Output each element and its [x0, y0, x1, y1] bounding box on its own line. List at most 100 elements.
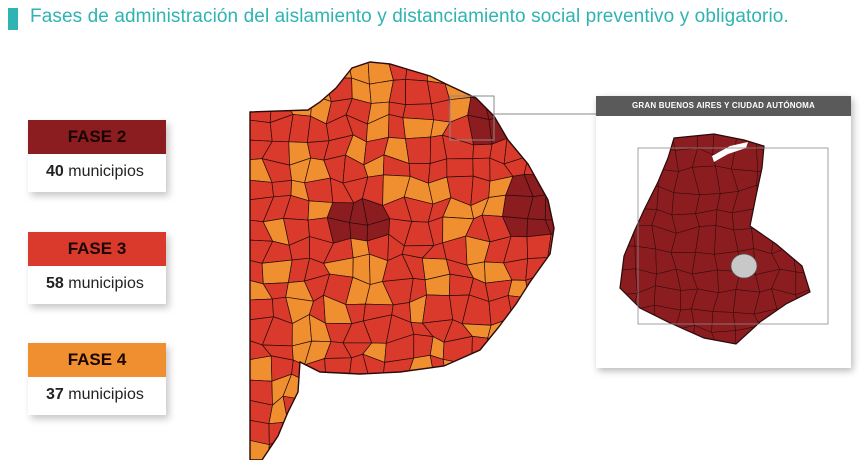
inset-frame — [637, 147, 829, 325]
province-outline — [249, 61, 555, 460]
municipality-region — [472, 417, 490, 439]
municipality-region — [522, 339, 552, 362]
municipality-region — [527, 78, 552, 106]
municipality-region — [503, 357, 531, 384]
municipality-region — [370, 414, 388, 445]
legend-fase-4-count: 37 — [46, 386, 64, 403]
municipality-region — [482, 77, 508, 101]
legend-fase-3: FASE 3 58 municipios — [28, 232, 166, 304]
municipality-region — [430, 99, 451, 123]
municipality-region — [527, 438, 549, 460]
municipality-region — [503, 379, 532, 405]
gba-municipality-region — [756, 184, 775, 208]
gba-municipality-region — [770, 188, 799, 213]
municipality-region — [431, 414, 452, 439]
river-inlet — [712, 142, 748, 162]
municipality-region — [482, 62, 509, 81]
municipality-region — [427, 374, 450, 405]
municipality-region — [528, 416, 553, 441]
municipality-region — [529, 400, 553, 418]
inset-panel: GRAN BUENOS AIRES Y CIUDAD AUTÓNOMA — [596, 96, 851, 368]
municipality-region — [384, 418, 415, 445]
municipality-region — [304, 177, 334, 203]
municipality-region — [469, 403, 490, 423]
gba-municipality-region — [773, 167, 796, 190]
municipality-region — [546, 78, 554, 101]
gba-municipality-region — [791, 245, 810, 275]
municipality-region — [523, 155, 547, 176]
municipality-region — [487, 435, 509, 460]
municipality-region — [343, 374, 373, 401]
municipality-region — [467, 436, 490, 460]
municipality-region — [467, 359, 488, 382]
municipality-region — [407, 437, 433, 460]
municipality-region — [269, 74, 287, 100]
gba-municipality-region — [655, 134, 676, 151]
gba-municipality-region — [797, 211, 810, 227]
gba-municipality-region — [633, 167, 659, 188]
municipality-region — [525, 379, 550, 405]
municipality-region — [483, 403, 512, 424]
municipality-region — [324, 395, 345, 423]
municipality-region — [507, 317, 534, 343]
municipality-region — [305, 415, 327, 441]
municipality-region — [402, 117, 435, 140]
municipality-region — [323, 62, 353, 79]
legend-fase-2-count: 40 — [46, 163, 64, 180]
municipality-region — [506, 62, 530, 83]
municipality-region — [503, 97, 533, 124]
page-title: Fases de administración del aislamiento … — [30, 6, 789, 27]
municipality-region — [287, 435, 309, 460]
municipality-region — [271, 179, 293, 198]
municipality-region — [468, 375, 490, 406]
municipality-region — [525, 357, 550, 381]
municipality-region — [544, 159, 554, 181]
municipality-region — [544, 299, 554, 321]
municipality-region — [472, 143, 493, 159]
legend-fase-4-unit: municipios — [68, 386, 144, 403]
gba-municipality-region — [772, 148, 796, 171]
inset-map — [619, 133, 829, 345]
gba-municipality-region — [620, 208, 633, 234]
municipality-region — [370, 399, 390, 420]
municipality-region — [250, 79, 273, 101]
inset-title: GRAN BUENOS AIRES Y CIUDAD AUTÓNOMA — [596, 96, 851, 116]
municipality-region — [324, 420, 347, 441]
gba-municipality-region — [756, 147, 781, 172]
legend-fase-3-count: 58 — [46, 275, 64, 292]
municipality-region — [525, 142, 548, 166]
municipality-region — [548, 318, 554, 341]
gba-municipality-region — [620, 306, 634, 332]
municipality-region — [548, 339, 554, 362]
title-accent-bar — [8, 8, 18, 30]
legend-fase-3-unit: municipios — [68, 275, 144, 292]
legend-fase-2: FASE 2 40 municipios — [28, 120, 166, 192]
municipality-region — [446, 158, 474, 178]
municipality-region — [267, 62, 289, 86]
municipality-region — [544, 194, 554, 221]
gba-municipality-region — [771, 226, 800, 255]
gba-municipality-region — [631, 134, 661, 150]
legend-fase-2-unit: municipios — [68, 163, 144, 180]
gba-municipality-region — [620, 167, 636, 190]
gba-municipality-region — [792, 169, 810, 193]
municipality-region — [282, 395, 307, 423]
gba-municipality-region — [620, 268, 638, 296]
municipality-region — [325, 439, 349, 460]
municipality-region — [484, 375, 509, 405]
municipality-region — [526, 233, 552, 259]
legend-fase-4: FASE 4 37 municipios — [28, 343, 166, 415]
gba-municipality-region — [620, 187, 634, 215]
legend-fase-2-count-row: 40 municipios — [28, 154, 166, 190]
municipality-region — [404, 400, 434, 426]
legend-fase-4-count-row: 37 municipios — [28, 377, 166, 413]
municipality-region — [386, 400, 414, 426]
legend-fase-4-label: FASE 4 — [28, 343, 166, 377]
gba-municipality-region — [758, 325, 776, 344]
municipality-region — [447, 396, 474, 423]
municipality-region — [547, 416, 554, 441]
province-map — [249, 61, 555, 460]
municipality-region — [447, 421, 474, 439]
gba-municipality-region — [794, 134, 810, 155]
gba-municipality-region — [771, 325, 796, 344]
